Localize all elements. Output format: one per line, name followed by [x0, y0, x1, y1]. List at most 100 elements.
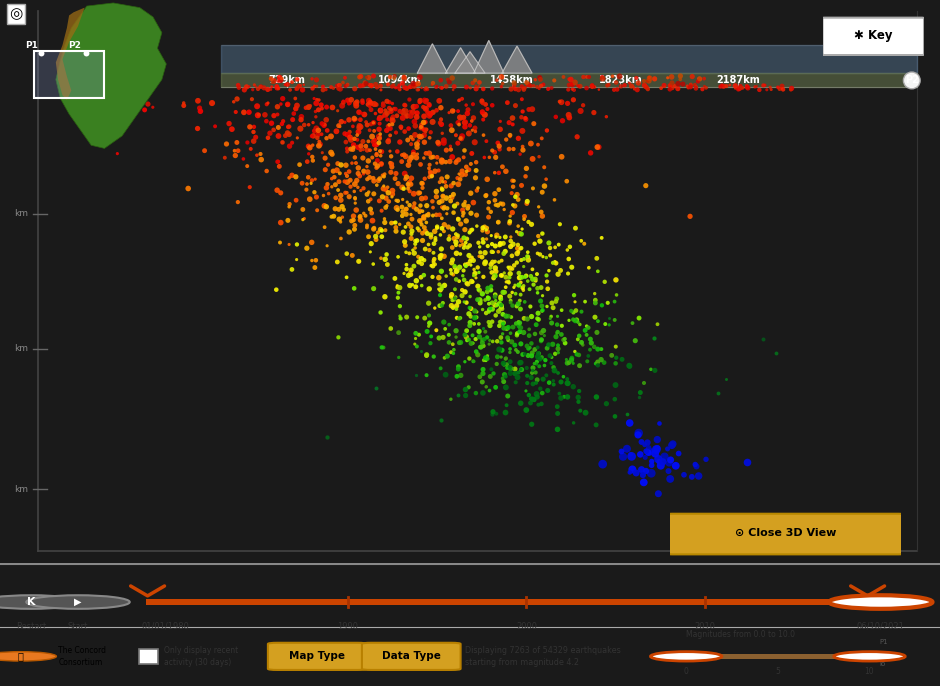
- Point: [422, 245, 437, 256]
- Point: [507, 260, 522, 271]
- Point: [455, 93, 470, 104]
- Point: [329, 126, 344, 137]
- Point: [412, 131, 427, 142]
- Point: [555, 115, 570, 126]
- Point: [457, 274, 472, 285]
- Point: [408, 79, 423, 90]
- Point: [647, 333, 662, 344]
- Point: [589, 327, 604, 338]
- Point: [433, 250, 448, 261]
- Point: [483, 371, 498, 382]
- Point: [364, 81, 379, 92]
- Point: [263, 84, 278, 95]
- Point: [357, 109, 372, 120]
- Point: [417, 173, 432, 184]
- Point: [415, 178, 430, 189]
- Point: [418, 84, 433, 95]
- Point: [352, 171, 368, 182]
- Point: [347, 133, 362, 144]
- Point: [515, 349, 530, 360]
- Point: [380, 96, 395, 107]
- Point: [402, 200, 417, 211]
- Point: [522, 390, 537, 401]
- Point: [485, 409, 500, 420]
- Point: [498, 353, 513, 364]
- Point: [520, 251, 535, 262]
- Point: [423, 108, 438, 119]
- Point: [208, 121, 223, 132]
- Point: [582, 71, 597, 82]
- Point: [493, 293, 508, 304]
- Point: [590, 316, 605, 327]
- Point: [683, 80, 698, 91]
- Point: [462, 353, 477, 364]
- Point: [366, 173, 381, 184]
- Point: [513, 243, 528, 254]
- Point: [409, 341, 424, 352]
- Point: [492, 141, 507, 152]
- Point: [556, 391, 572, 402]
- Point: [380, 114, 395, 125]
- Point: [217, 152, 232, 163]
- Point: [376, 342, 391, 353]
- Point: [367, 99, 382, 110]
- Point: [681, 82, 696, 93]
- Point: [462, 128, 477, 139]
- Point: [647, 73, 662, 84]
- Point: [504, 363, 519, 374]
- Point: [607, 296, 622, 307]
- Point: [527, 344, 542, 355]
- Point: [355, 144, 370, 155]
- Point: [372, 196, 387, 206]
- Point: [396, 206, 411, 217]
- Point: [445, 152, 460, 163]
- Point: [519, 77, 534, 88]
- Point: [415, 102, 431, 113]
- Point: [376, 180, 391, 191]
- Point: [544, 318, 559, 329]
- Point: [414, 119, 429, 130]
- Point: [227, 150, 243, 161]
- Point: [607, 394, 622, 405]
- Point: [516, 285, 531, 296]
- Point: [583, 147, 598, 158]
- Point: [422, 110, 437, 121]
- Circle shape: [650, 652, 722, 661]
- Point: [363, 145, 378, 156]
- Point: [478, 326, 493, 337]
- Point: [599, 111, 614, 122]
- Point: [459, 215, 474, 226]
- Text: 1458km: 1458km: [491, 75, 534, 86]
- Point: [393, 106, 408, 117]
- Point: [526, 80, 541, 91]
- Point: [408, 328, 423, 339]
- Point: [410, 149, 425, 160]
- Point: [478, 99, 494, 110]
- Point: [401, 178, 416, 189]
- Point: [469, 83, 484, 94]
- Point: [399, 151, 414, 162]
- Point: [498, 371, 513, 382]
- Bar: [686, 654, 870, 659]
- Point: [494, 351, 509, 362]
- Point: [478, 190, 494, 201]
- Point: [383, 71, 398, 82]
- Point: [361, 231, 376, 242]
- Point: [414, 131, 429, 142]
- Point: [259, 165, 274, 176]
- Point: [325, 102, 340, 113]
- Point: [360, 174, 375, 185]
- Point: [377, 217, 392, 228]
- Point: [352, 80, 368, 91]
- Point: [439, 271, 454, 282]
- Point: [402, 268, 417, 279]
- Point: [332, 80, 347, 91]
- Point: [451, 364, 466, 375]
- Point: [456, 152, 471, 163]
- Point: [631, 78, 646, 88]
- Point: [443, 141, 458, 152]
- Point: [524, 80, 539, 91]
- Point: [559, 176, 574, 187]
- Point: [536, 374, 551, 385]
- Point: [428, 235, 443, 246]
